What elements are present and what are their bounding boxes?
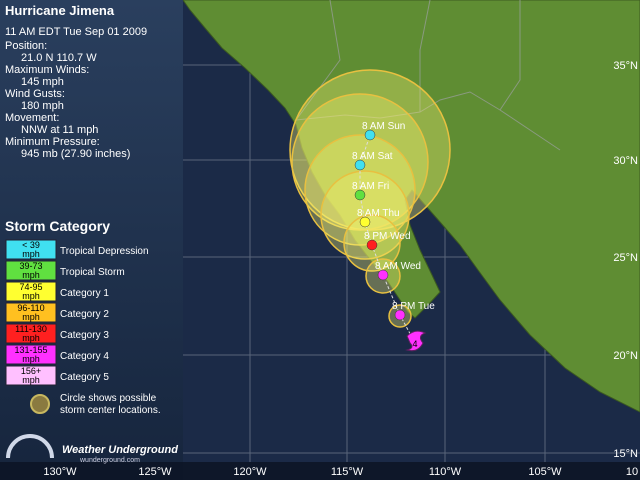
info-label: Wind Gusts: bbox=[5, 88, 65, 100]
info-value: NNW at 11 mph bbox=[21, 124, 98, 136]
forecast-label: 8 AM Sun bbox=[362, 121, 405, 132]
lon-label: 120°W bbox=[233, 466, 267, 478]
circle-note: Circle shows possible bbox=[60, 393, 157, 404]
legend-range: 131-155 bbox=[14, 345, 47, 355]
legend-label: Category 4 bbox=[60, 351, 109, 362]
lat-label: 35°N bbox=[613, 60, 638, 72]
forecast-point bbox=[366, 239, 378, 251]
logo-url: wunderground.com bbox=[79, 457, 140, 464]
hurricane-symbol bbox=[405, 330, 427, 352]
logo-icon bbox=[6, 434, 54, 459]
lon-label: 105°W bbox=[528, 466, 562, 478]
lat-label: 25°N bbox=[613, 252, 638, 264]
legend-unit: mph bbox=[22, 333, 40, 343]
legend-range: 39-73 bbox=[19, 261, 42, 271]
legend-unit: mph bbox=[22, 375, 40, 385]
legend-range: 74-95 bbox=[19, 282, 42, 292]
forecast-label: 8 AM Sat bbox=[352, 151, 393, 162]
circle-icon bbox=[30, 394, 50, 414]
info-value: 145 mph bbox=[21, 76, 64, 88]
forecast-point bbox=[364, 129, 376, 141]
legend-label: Category 1 bbox=[60, 288, 109, 299]
forecast-point bbox=[359, 216, 371, 228]
info-label: Maximum Winds: bbox=[5, 64, 89, 76]
forecast-label: 8 AM Fri bbox=[352, 181, 389, 192]
legend-label: Category 5 bbox=[60, 372, 109, 383]
info-value: 180 mph bbox=[21, 100, 64, 112]
axis-labels: 130°W 125°W 120°W 115°W 110°W 105°W 10 35°N 30°N… bbox=[43, 60, 638, 478]
forecast-point bbox=[354, 189, 366, 201]
lat-label: 15°N bbox=[613, 448, 638, 460]
info-value: 945 mb (27.90 inches) bbox=[21, 148, 130, 160]
legend-range: 156+ bbox=[21, 366, 41, 376]
info-label: Position: bbox=[5, 40, 47, 52]
lon-label: 115°W bbox=[331, 466, 364, 478]
legend-range: < 39 bbox=[22, 240, 40, 250]
title: Hurricane Jimena bbox=[5, 3, 115, 18]
legend-label: Category 3 bbox=[60, 330, 109, 341]
legend-swatch bbox=[5, 281, 57, 302]
forecast-label: 8 AM Wed bbox=[375, 261, 421, 272]
legend-unit: mph bbox=[22, 312, 40, 322]
circle-note: storm center locations. bbox=[60, 405, 161, 416]
storm-category: 4 bbox=[412, 339, 417, 349]
forecast-label: 8 AM Thu bbox=[357, 208, 400, 219]
legend-label: Tropical Storm bbox=[60, 267, 125, 278]
legend-range: 96-110 bbox=[17, 303, 44, 313]
info-label: Minimum Pressure: bbox=[5, 136, 100, 148]
legend-swatch bbox=[5, 302, 57, 323]
legend-unit: mph bbox=[22, 291, 40, 301]
forecast-label: 8 PM Tue bbox=[392, 301, 435, 312]
legend-range: 111-130 bbox=[15, 324, 47, 334]
legend-swatch bbox=[5, 365, 57, 386]
legend-title: Storm Category bbox=[5, 218, 110, 234]
legend-swatch bbox=[5, 260, 57, 281]
lon-label: 10 bbox=[626, 466, 638, 478]
lon-label: 130°W bbox=[43, 466, 77, 478]
forecast-point bbox=[377, 269, 389, 281]
uncertainty-circle bbox=[320, 170, 410, 260]
borders bbox=[295, 0, 561, 151]
info-value: 21.0 N 110.7 W bbox=[21, 52, 97, 64]
legend-swatch bbox=[5, 239, 57, 260]
land bbox=[182, 0, 640, 413]
lon-label: 110°W bbox=[429, 466, 462, 478]
lon-label: 125°W bbox=[138, 466, 172, 478]
legend-label: Tropical Depression bbox=[60, 246, 149, 257]
legend-unit: mph bbox=[22, 249, 40, 259]
info-label: Movement: bbox=[5, 112, 59, 124]
bottom-strip bbox=[0, 462, 640, 480]
lat-label: 30°N bbox=[613, 155, 638, 167]
lat-label: 20°N bbox=[613, 350, 638, 362]
timestamp: 11 AM EDT Tue Sep 01 2009 bbox=[5, 26, 147, 38]
legend-unit: mph bbox=[22, 270, 40, 280]
forecast-point bbox=[394, 309, 406, 321]
legend-unit: mph bbox=[22, 354, 40, 364]
forecast-point bbox=[354, 159, 366, 171]
legend-label: Category 2 bbox=[60, 309, 109, 320]
legend-swatch bbox=[5, 344, 57, 365]
logo-name: Weather Underground bbox=[62, 444, 178, 456]
forecast-label: 8 PM Wed bbox=[364, 231, 411, 242]
forecast-layer: 8 AM Sun 8 AM Sat 8 AM Fri 8 AM Thu 8 PM Wed… bbox=[289, 69, 451, 352]
legend-swatch bbox=[5, 323, 57, 344]
